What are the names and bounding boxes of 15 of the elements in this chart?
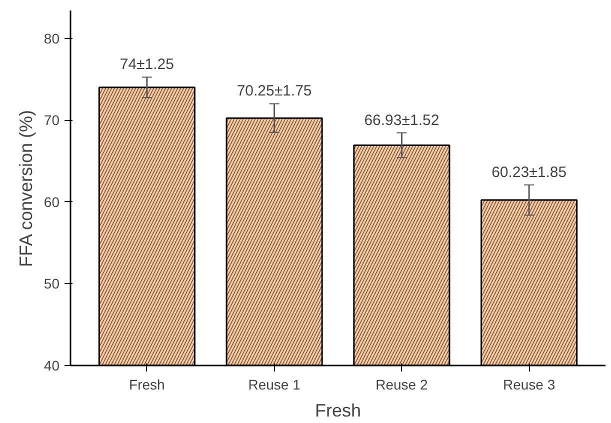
y-axis-title: FFA conversion (%) bbox=[16, 110, 36, 268]
y-tick-label: 60 bbox=[44, 194, 60, 210]
x-axis-title: Fresh bbox=[314, 400, 362, 420]
x-tick-label: Reuse 2 bbox=[376, 376, 428, 392]
y-tick-label: 50 bbox=[44, 276, 60, 292]
y-tick-label: 40 bbox=[44, 358, 60, 374]
x-tick-label: Fresh bbox=[129, 376, 165, 392]
data-label: 60.23±1.85 bbox=[492, 164, 567, 181]
data-label: 66.93±1.52 bbox=[364, 112, 440, 129]
x-tick-label: Reuse 3 bbox=[503, 376, 556, 392]
y-tick-label: 70 bbox=[44, 112, 60, 128]
y-tick-label: 80 bbox=[44, 30, 60, 46]
data-label: 74±1.25 bbox=[120, 56, 174, 74]
x-tick-label: Reuse 1 bbox=[248, 376, 301, 392]
data-label: 70.25±1.75 bbox=[236, 82, 312, 100]
